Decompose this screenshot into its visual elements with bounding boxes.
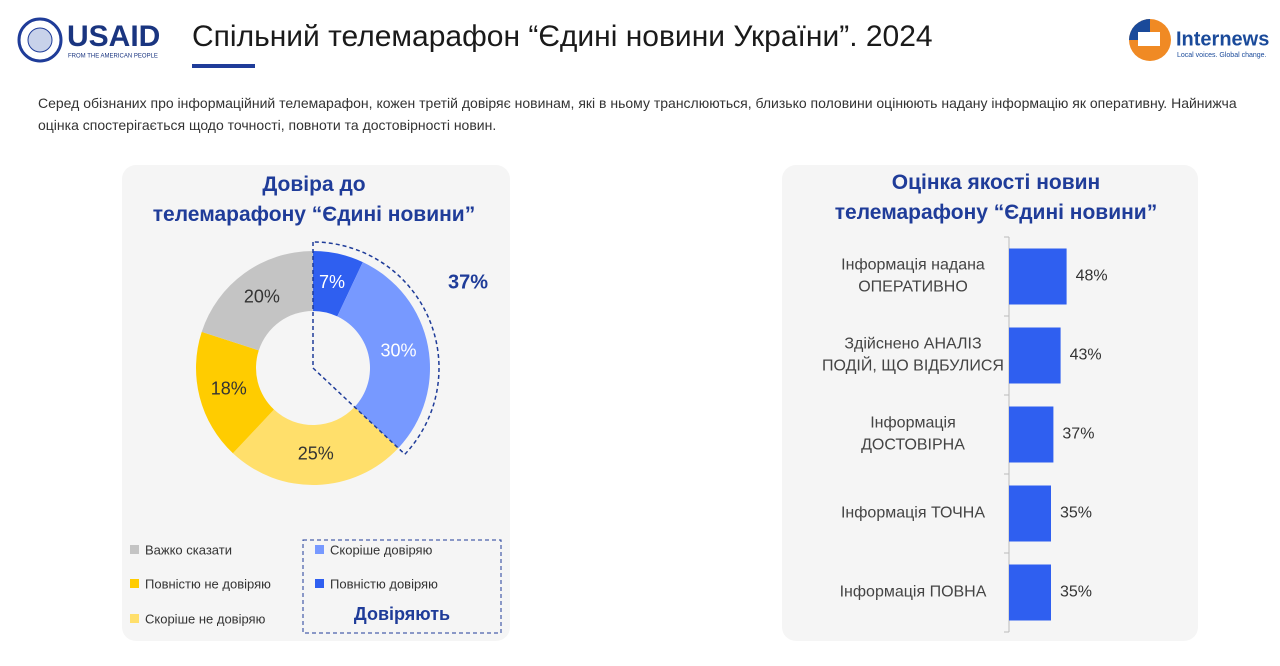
usaid-tagline: FROM THE AMERICAN PEOPLE	[68, 54, 158, 60]
legend-label: Важко сказати	[145, 542, 232, 557]
donut-segment	[337, 262, 431, 449]
panel	[122, 165, 510, 641]
chart-title: Довіра до телемарафону “Єдині новини”	[153, 173, 475, 226]
category-label: Інформація ПОВНА	[840, 584, 987, 601]
data-label: 37%	[1062, 426, 1094, 443]
chart-title: Оцінка якості новин телемарафону “Єдині н…	[835, 171, 1157, 224]
data-label: 7%	[319, 272, 345, 292]
legend-swatch	[315, 545, 324, 554]
group-outline	[312, 241, 440, 456]
donut-segment	[196, 331, 274, 454]
data-label: 35%	[1060, 584, 1092, 601]
bar	[1009, 327, 1061, 384]
legend-swatch	[130, 545, 139, 554]
panel	[782, 165, 1198, 641]
legend-group-box	[302, 539, 502, 634]
bar	[1009, 485, 1051, 542]
donut-segment	[313, 251, 363, 317]
internews-logo: Internews	[1176, 28, 1269, 50]
donut-segment	[201, 251, 313, 351]
legend-label: Скоріше не довіряю	[145, 611, 266, 626]
category-label: Інформація надана ОПЕРАТИВНО	[841, 257, 985, 296]
legend-label: Повністю довіряю	[330, 576, 438, 591]
internews-icon-part	[1138, 32, 1160, 46]
legend-swatch	[130, 614, 139, 623]
bar	[1009, 248, 1067, 305]
legend-label: Скоріше довіряю	[330, 542, 433, 557]
data-label: 30%	[380, 340, 416, 360]
category-label: Інформація ДОСТОВІРНА	[861, 415, 965, 454]
data-label: 25%	[298, 444, 334, 464]
category-label: Інформація ТОЧНА	[841, 505, 985, 522]
legend-swatch	[130, 579, 139, 588]
legend-swatch	[315, 579, 324, 588]
data-label: 48%	[1076, 268, 1108, 285]
usaid-logo: USAID	[67, 20, 160, 53]
donut-segment	[232, 407, 399, 486]
title-underline	[192, 64, 255, 68]
category-label: Здійснено АНАЛІЗ ПОДІЙ, ЩО ВІДБУЛИСЯ	[822, 336, 1004, 375]
subtitle: Серед обізнаних про інформаційний телема…	[38, 95, 1237, 133]
data-label: 43%	[1070, 347, 1102, 364]
legend-label: Повністю не довіряю	[145, 576, 271, 591]
data-label: 35%	[1060, 505, 1092, 522]
bar	[1009, 406, 1054, 463]
internews-tagline: Local voices. Global change.	[1177, 52, 1267, 59]
annotation: 37%	[448, 271, 488, 293]
legend-group-label: Довіряють	[354, 604, 450, 624]
page-title: Спільний телемарафон “Єдині новини Украї…	[192, 20, 933, 53]
data-label: 18%	[211, 378, 247, 398]
usaid-seal-inner	[27, 27, 53, 53]
data-label: 20%	[244, 286, 280, 306]
bar	[1009, 564, 1051, 621]
